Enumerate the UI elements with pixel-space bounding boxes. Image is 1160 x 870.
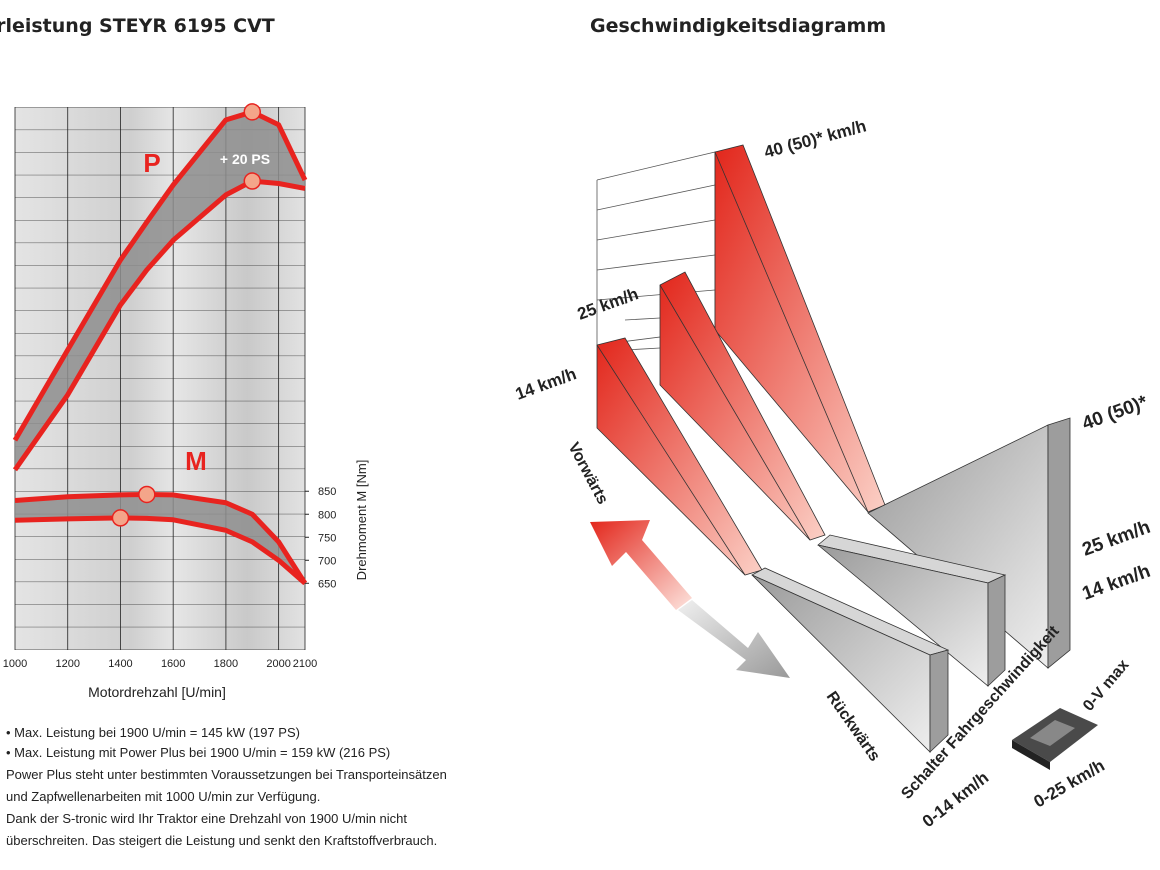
peak-marker <box>111 509 130 527</box>
label: 25 km/h <box>575 284 641 324</box>
peak-marker <box>138 485 156 504</box>
note: Power Plus steht unter bestimmten Voraus… <box>6 767 447 782</box>
chart-title: Motorleistung STEYR 6195 CVT <box>0 15 275 37</box>
label: Rückwärts <box>823 689 883 765</box>
x-tick-label: 1800 <box>214 658 238 670</box>
y2-tick-label: 800 <box>318 509 336 521</box>
annotation: M <box>185 446 207 476</box>
line <box>12 178 306 472</box>
note: • Max. Leistung mit Power Plus bei 1900 … <box>6 745 390 760</box>
x-tick-label: 1400 <box>108 658 132 670</box>
x-tick-label: 2100 <box>293 658 317 670</box>
diagram-title: Geschwindigkeitsdiagramm <box>590 15 886 37</box>
notes: • Max. Leistung bei 1900 U/min = 145 kW … <box>6 725 447 848</box>
label: 14 km/h <box>513 364 579 404</box>
forward-wedges <box>596 144 886 576</box>
note: Dank der S-tronic wird Ihr Traktor eine … <box>6 811 407 826</box>
label: Vorwärts <box>564 440 611 507</box>
note: • Max. Leistung bei 1900 U/min = 145 kW … <box>6 725 300 740</box>
forward-arrow <box>590 520 692 610</box>
x-tick-label: 2000 <box>266 658 290 670</box>
peak-marker <box>243 103 262 121</box>
label: 40 (50)* <box>1080 392 1151 435</box>
band <box>15 111 305 470</box>
line <box>14 491 308 585</box>
x-tick-label: 1600 <box>161 658 185 670</box>
reverse-arrow <box>678 600 790 678</box>
label: 0-V max <box>1080 657 1133 715</box>
y2-axis-label: Drehmoment M [Nm] <box>354 460 369 581</box>
note: überschreiten. Das steigert die Leistung… <box>6 833 437 848</box>
reverse-wedges <box>751 417 1071 753</box>
line <box>14 515 307 586</box>
line <box>12 109 308 442</box>
y2-tick-label: 650 <box>318 578 336 590</box>
note: und Zapfwellenarbeiten mit 1000 U/min zu… <box>6 789 320 804</box>
switch-icon <box>1012 708 1098 770</box>
x-axis-label: Motordrehzahl [U/min] <box>88 684 226 700</box>
annotation: + 20 PS <box>220 151 270 167</box>
x-tick-label: 1000 <box>3 658 27 670</box>
y2-tick-label: 700 <box>318 555 336 567</box>
label: 25 km/h <box>1080 517 1154 561</box>
annotation: P <box>143 148 160 178</box>
plot: 1000 1200 1400 1600 1800 2000 2100 850 800 750 700… <box>3 103 336 670</box>
y2-tick-label: 850 <box>318 486 336 498</box>
y2-tick-label: 750 <box>318 532 336 544</box>
label: 14 km/h <box>1080 561 1154 605</box>
x-tick-label: 1200 <box>55 658 79 670</box>
label: 40 (50)* km/h <box>762 116 868 162</box>
peak-marker <box>243 172 262 190</box>
